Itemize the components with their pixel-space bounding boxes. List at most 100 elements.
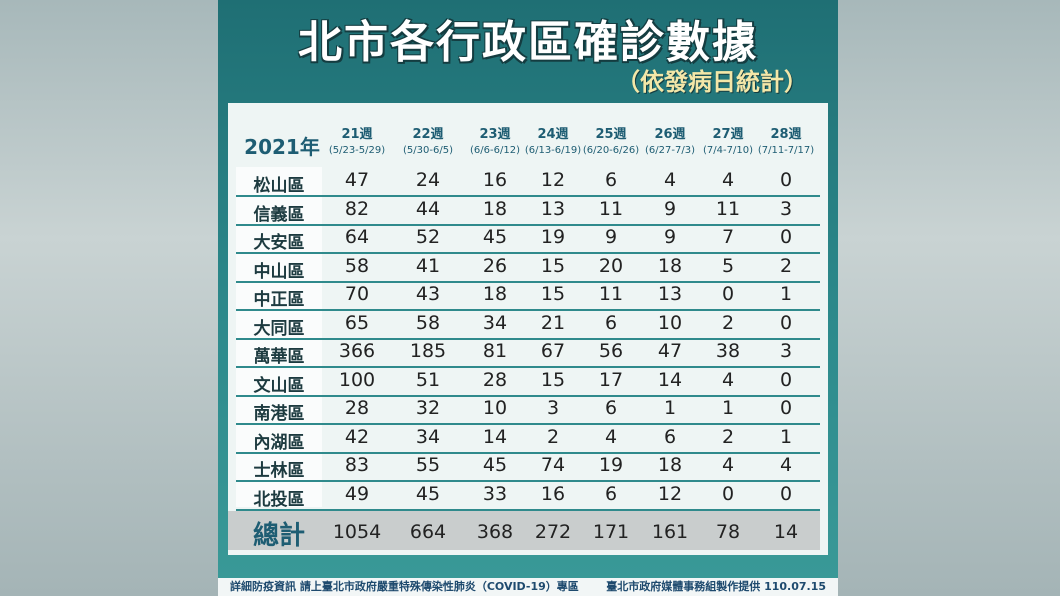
case-count: 5 bbox=[721, 254, 735, 277]
case-count: 1 bbox=[779, 425, 793, 448]
case-count: 15 bbox=[540, 283, 566, 305]
column-range: (5/23-5/29) bbox=[328, 145, 386, 156]
case-count: 83 bbox=[344, 454, 370, 476]
row-separator bbox=[236, 394, 820, 397]
case-count: 4 bbox=[721, 169, 735, 191]
case-count: 0 bbox=[779, 226, 793, 248]
case-count: 11 bbox=[598, 283, 624, 305]
case-count: 34 bbox=[482, 311, 508, 334]
case-count: 4 bbox=[663, 169, 677, 191]
case-count: 185 bbox=[409, 340, 447, 362]
total-count: 171 bbox=[592, 521, 630, 543]
column-range: (7/4-7/10) bbox=[703, 145, 753, 156]
case-count: 47 bbox=[657, 340, 683, 362]
district-name: 大同區 bbox=[253, 318, 305, 339]
row-separator bbox=[236, 337, 820, 340]
total-count: 1054 bbox=[332, 521, 382, 543]
case-count: 3 bbox=[779, 340, 793, 362]
row-separator bbox=[236, 508, 820, 511]
subtitle: （依發病日統計） bbox=[616, 68, 808, 96]
case-count: 16 bbox=[482, 169, 508, 191]
case-count: 28 bbox=[482, 368, 508, 391]
case-count: 9 bbox=[663, 197, 677, 220]
case-count: 28 bbox=[344, 397, 370, 419]
case-count: 70 bbox=[344, 283, 370, 305]
case-count: 41 bbox=[415, 254, 441, 277]
case-count: 18 bbox=[482, 283, 508, 305]
case-count: 11 bbox=[598, 197, 624, 220]
case-count: 38 bbox=[715, 340, 741, 362]
case-count: 81 bbox=[482, 340, 508, 362]
case-count: 0 bbox=[779, 169, 793, 191]
case-count: 9 bbox=[604, 226, 618, 248]
column-range: (6/6-6/12) bbox=[470, 145, 520, 156]
footer-info: 詳細防疫資訊 請上臺北市政府嚴重特殊傳染性肺炎（COVID-19）專區 bbox=[230, 580, 579, 593]
case-count: 64 bbox=[344, 226, 370, 248]
table: 2021年 21週 (5/23-5/29) 22週 (5/30-6/5) 23週 (6/6… bbox=[228, 103, 828, 555]
case-count: 6 bbox=[663, 425, 677, 448]
row-separator bbox=[236, 195, 820, 197]
total-row bbox=[228, 511, 820, 550]
case-count: 0 bbox=[721, 283, 735, 305]
district-name: 松山區 bbox=[253, 176, 305, 196]
total-count: 664 bbox=[409, 521, 447, 543]
column-week: 25週 bbox=[595, 127, 627, 142]
row-separator bbox=[236, 366, 820, 368]
case-count: 2 bbox=[546, 425, 560, 448]
infographic: 北市各行政區確診數據 （依發病日統計） 2021年 21週 (5/23-5/29)… bbox=[218, 0, 838, 596]
case-count: 3 bbox=[779, 197, 793, 220]
case-count: 0 bbox=[779, 482, 793, 505]
district-name: 中正區 bbox=[253, 290, 305, 310]
case-count: 58 bbox=[415, 311, 441, 334]
case-count: 10 bbox=[657, 311, 683, 334]
case-count: 0 bbox=[721, 482, 735, 505]
case-count: 10 bbox=[482, 397, 508, 419]
case-count: 1 bbox=[779, 283, 793, 305]
column-range: (6/20-6/26) bbox=[582, 145, 640, 156]
column-range: (6/13-6/19) bbox=[524, 145, 582, 156]
district-name: 中山區 bbox=[253, 261, 305, 282]
case-count: 32 bbox=[415, 397, 441, 419]
case-count: 49 bbox=[344, 482, 370, 505]
column-week: 27週 bbox=[712, 127, 744, 142]
case-count: 19 bbox=[540, 226, 566, 248]
district-name: 內湖區 bbox=[253, 432, 305, 453]
case-count: 3 bbox=[546, 397, 560, 419]
case-count: 6 bbox=[604, 397, 618, 419]
district-name: 大安區 bbox=[253, 233, 305, 253]
case-count: 74 bbox=[540, 454, 566, 476]
total-count: 161 bbox=[651, 521, 689, 543]
district-name: 信義區 bbox=[253, 204, 305, 225]
column-range: (5/30-6/5) bbox=[403, 145, 453, 156]
case-count: 51 bbox=[415, 368, 441, 391]
row-separator bbox=[236, 280, 820, 283]
row-separator bbox=[236, 252, 820, 254]
case-count: 45 bbox=[415, 482, 441, 505]
footer: 詳細防疫資訊 請上臺北市政府嚴重特殊傳染性肺炎（COVID-19）專區 臺北市政… bbox=[218, 578, 838, 596]
case-count: 7 bbox=[721, 226, 735, 248]
case-count: 14 bbox=[657, 368, 683, 391]
case-count: 14 bbox=[482, 425, 508, 448]
district-name: 南港區 bbox=[253, 404, 305, 424]
case-count: 18 bbox=[657, 454, 683, 476]
case-count: 56 bbox=[598, 340, 624, 362]
case-count: 100 bbox=[338, 368, 376, 391]
row-separator bbox=[236, 423, 820, 425]
case-count: 16 bbox=[540, 482, 566, 505]
case-count: 26 bbox=[482, 254, 508, 277]
case-count: 20 bbox=[598, 254, 624, 277]
case-count: 42 bbox=[344, 425, 370, 448]
case-count: 13 bbox=[540, 197, 566, 220]
case-count: 82 bbox=[344, 197, 370, 220]
case-count: 19 bbox=[598, 454, 624, 476]
case-count: 58 bbox=[344, 254, 370, 277]
case-count: 24 bbox=[415, 169, 441, 191]
column-week: 28週 bbox=[770, 127, 802, 142]
row-separator bbox=[236, 480, 820, 482]
total-count: 14 bbox=[773, 521, 799, 543]
case-count: 9 bbox=[663, 226, 677, 248]
total-label: 總計 bbox=[252, 521, 305, 551]
case-count: 33 bbox=[482, 482, 508, 505]
case-count: 11 bbox=[715, 197, 741, 220]
